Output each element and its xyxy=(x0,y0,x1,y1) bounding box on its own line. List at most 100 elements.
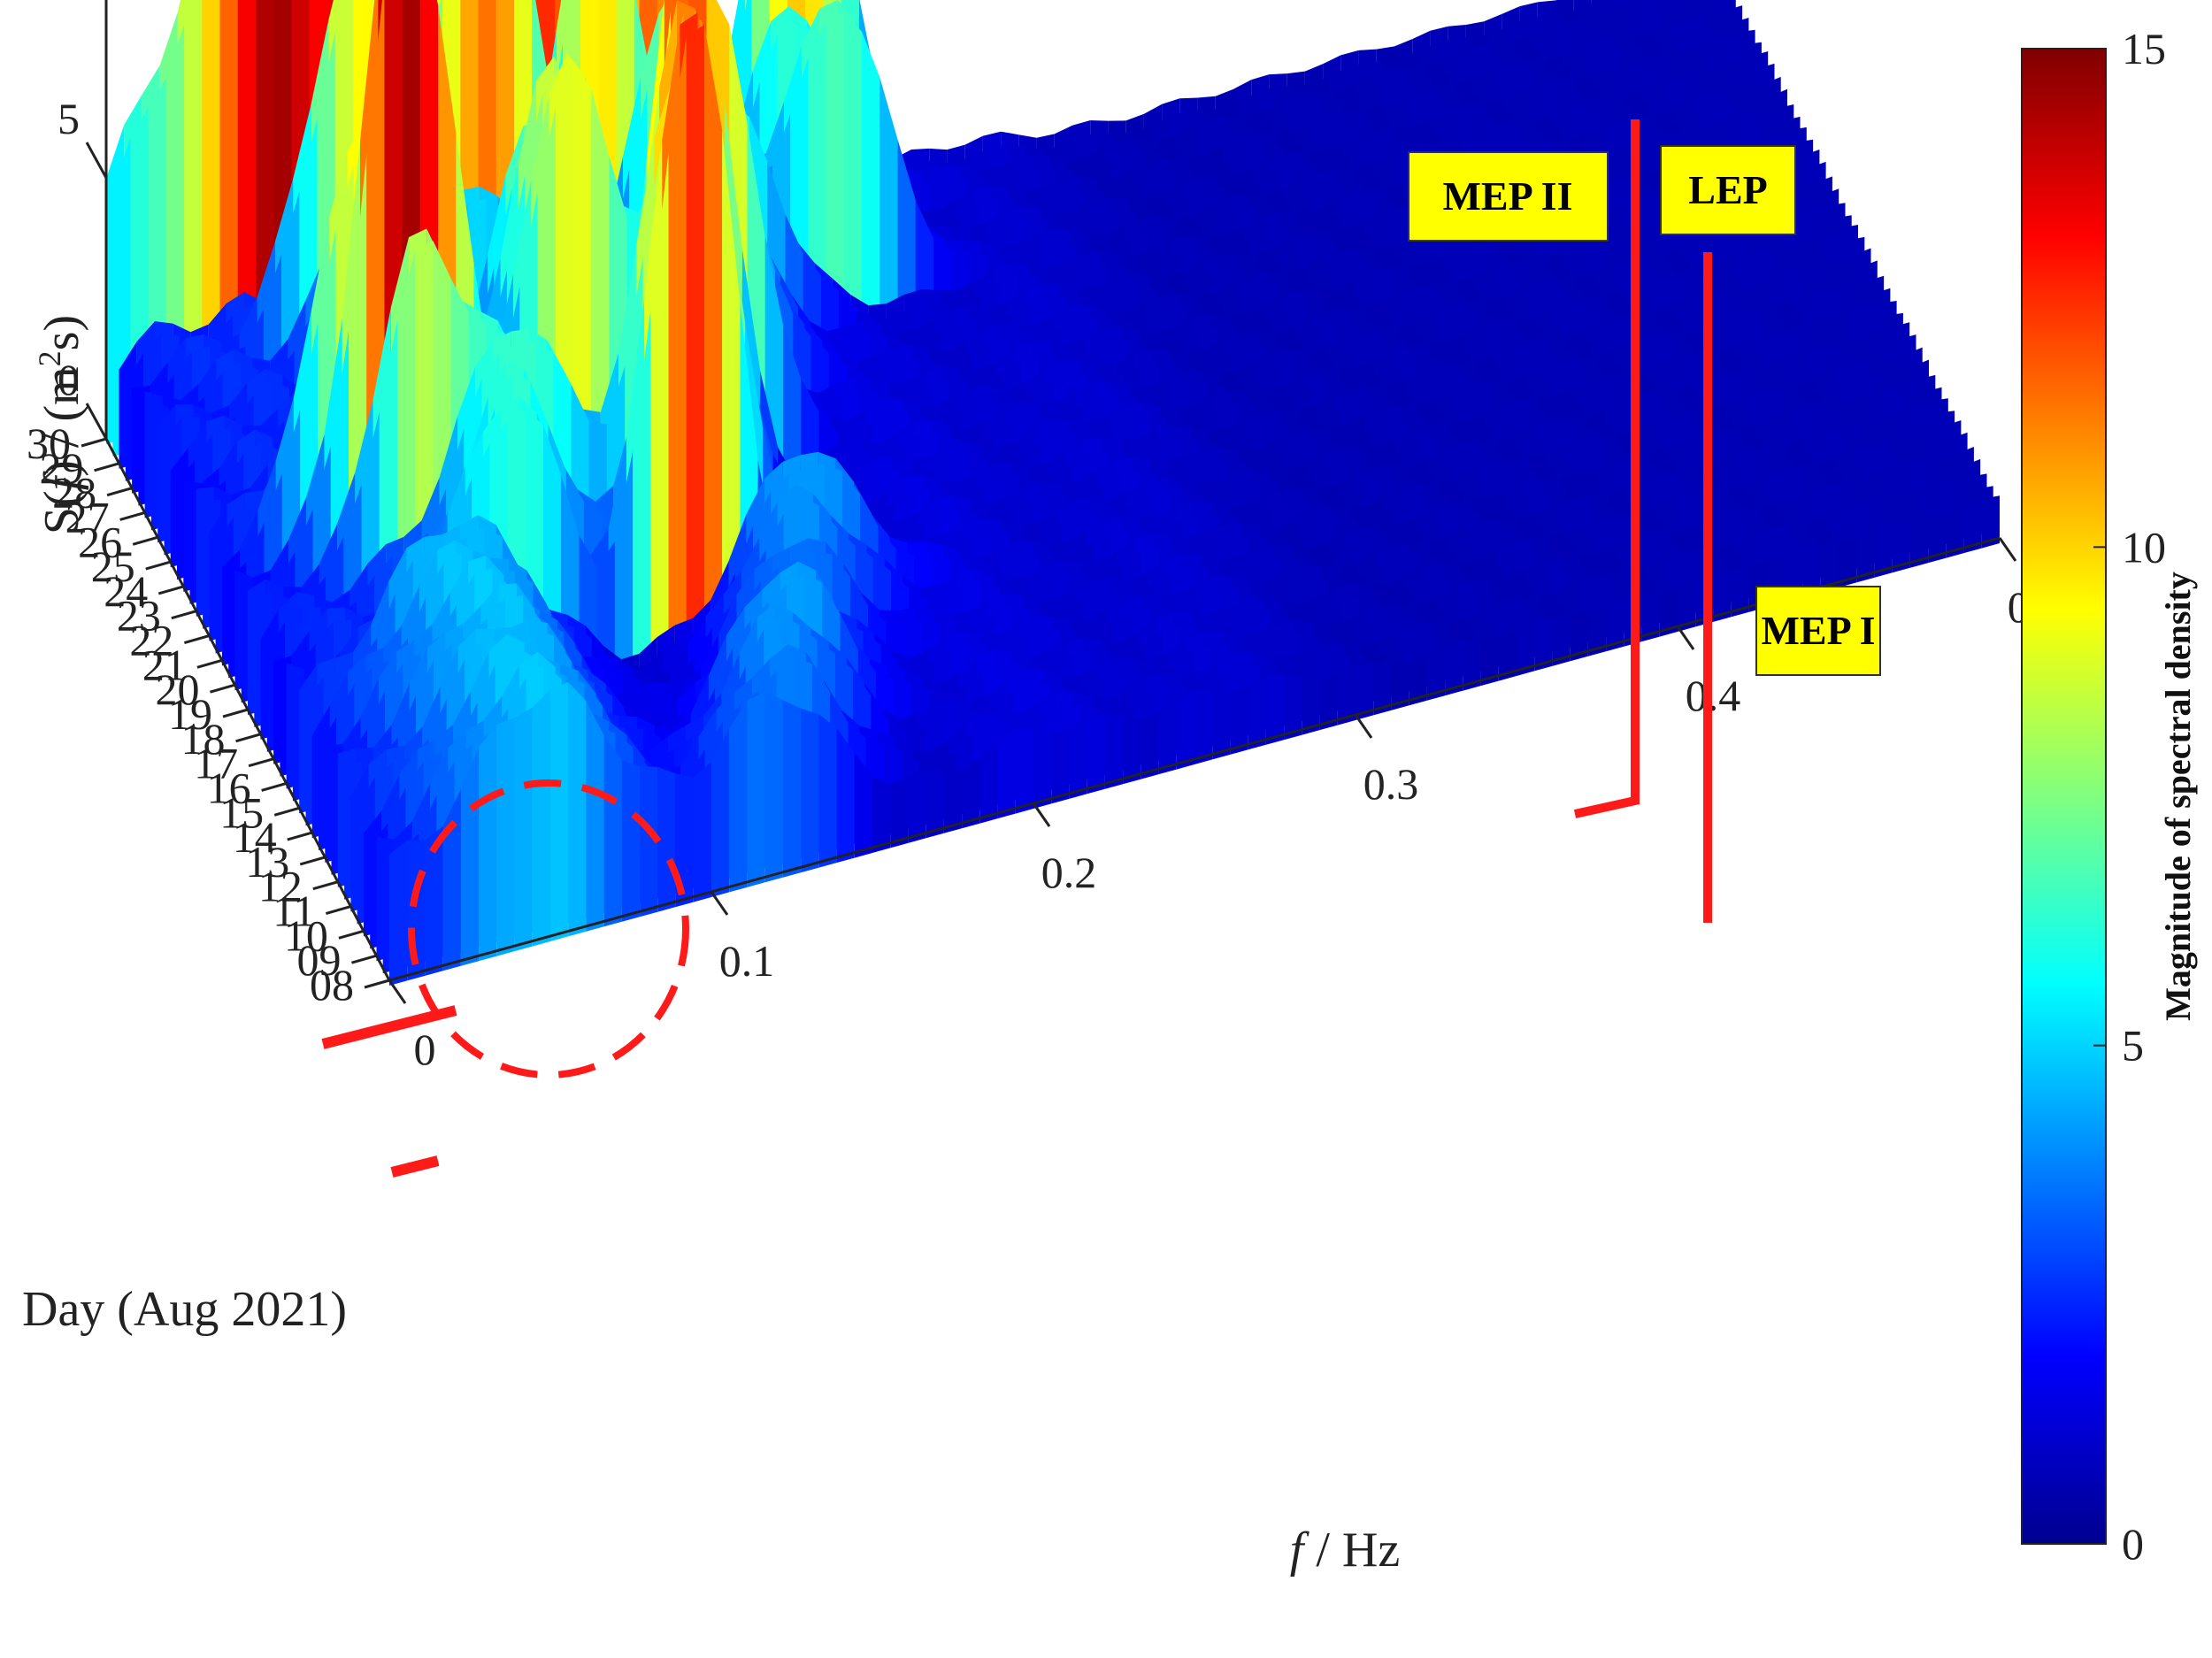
y-tick-mark xyxy=(351,954,377,964)
surface-patch-day8-f36 xyxy=(1033,729,1052,809)
surface-patch-day8-f16 xyxy=(675,773,694,908)
surface-patch-day15-5-f19 xyxy=(633,310,651,708)
surface-patch-day29-5-f4 xyxy=(184,0,203,437)
surface-patch-day8-f50 xyxy=(1284,673,1302,741)
y-tick-mark xyxy=(338,929,365,940)
surface-patch-day8-f63 xyxy=(1517,620,1535,676)
z-tick-label: 0 xyxy=(58,355,80,404)
y-tick-label: 20 xyxy=(155,664,199,714)
surface-patch-day8-f51 xyxy=(1302,677,1320,735)
surface-patch-day15-5-f21 xyxy=(668,36,687,698)
y-tick-label: 16 xyxy=(207,763,251,812)
tick-labels: 00.10.20.30.40.5080910111213141516171819… xyxy=(22,94,2062,1577)
surface-patch-day8-f18 xyxy=(711,728,730,897)
y-tick-label: 14 xyxy=(233,812,277,862)
surface-patch-day8-f29 xyxy=(908,769,926,843)
surface-patch-day8-f41 xyxy=(1123,717,1141,785)
day21-marker xyxy=(321,1005,457,1049)
surface-patch-day8-f33 xyxy=(979,740,998,824)
y-tick-label: 23 xyxy=(117,591,161,641)
z-axis-label-part: 2 xyxy=(32,350,67,366)
x-tick-mark xyxy=(388,979,407,1004)
surface-patch-day25-5-f39 xyxy=(862,31,880,364)
z-axis-label-part: S( xyxy=(35,490,89,534)
annotation-box xyxy=(1755,586,1881,676)
y-tick-label: 27 xyxy=(65,492,110,541)
surface-patch-day8-f19 xyxy=(729,700,748,893)
dashed-highlight-circle xyxy=(408,779,689,1078)
x-axis-line xyxy=(388,536,2001,982)
surface-patch-day8-f17 xyxy=(693,762,711,902)
surface-patch-day8-f59 xyxy=(1445,640,1463,696)
surface-patch-day8-f68 xyxy=(1606,595,1624,652)
annotation-box xyxy=(1660,145,1796,235)
annotation-label: MEP I xyxy=(1761,608,1875,653)
colorbar-gradient xyxy=(2021,48,2107,1545)
surface-patch-day8-f12 xyxy=(603,735,622,927)
y-tick-mark xyxy=(210,683,235,694)
z-axis-label-part: s) xyxy=(35,315,89,350)
surface-patch-day8-f40 xyxy=(1104,713,1124,789)
y-tick-label: 09 xyxy=(296,935,341,985)
surface-patch-day15-5-f22 xyxy=(686,24,704,694)
colorbar: 0 5 10 15 Magnitude of spectral density xyxy=(2021,24,2198,1569)
surface-patch-day8-f43 xyxy=(1158,699,1177,775)
annotations: MEP II LEP MEP I xyxy=(321,119,1881,1178)
surface-patch-day8-f60 xyxy=(1463,640,1481,691)
surface-patch-day8-f24 xyxy=(818,714,837,868)
y-tick-label: 12 xyxy=(258,862,303,911)
surface-patch-day8-f64 xyxy=(1534,616,1553,672)
surface-patch-day8-f35 xyxy=(1015,728,1033,814)
surface-patch-day8-f74 xyxy=(1713,568,1732,622)
y-tick-label: 17 xyxy=(194,739,238,788)
surface-patch-day8-f39 xyxy=(1087,713,1105,794)
x-tick-mark xyxy=(1032,802,1051,827)
surface-patch-day8-f86 xyxy=(1928,512,1947,564)
surface-patch-day8-f66 xyxy=(1570,612,1588,662)
x-tick-mark xyxy=(1354,714,1373,739)
surface-patch-day8-f52 xyxy=(1319,674,1338,731)
surface-patch-day8-f28 xyxy=(890,776,909,848)
z-axis-label-part: ) / (m xyxy=(35,366,89,476)
surface-ribbons xyxy=(106,0,2000,986)
z-tick-mark xyxy=(85,142,108,179)
surface-patch-day8-f34 xyxy=(997,728,1016,819)
surface-patch-day15-5-f20 xyxy=(650,151,669,703)
surface-patch-day8-f46 xyxy=(1212,691,1231,760)
x-tick-label: 0.2 xyxy=(1041,848,1097,897)
surface-patch-day8-f89 xyxy=(1981,495,2000,549)
surface-patch-day8-f31 xyxy=(943,769,963,833)
x-axis-label: f / Hz xyxy=(1290,1523,1400,1577)
surface-patch-day8-f84 xyxy=(1892,519,1910,573)
surface-patch-day8-f6 xyxy=(496,718,515,956)
surface-patch-day15-5-f18 xyxy=(614,450,634,713)
y-tick-mark xyxy=(312,880,339,891)
surface-patch-day8-f32 xyxy=(962,758,980,829)
y-tick-mark xyxy=(145,560,172,571)
y-tick-mark xyxy=(235,733,261,743)
y-tick-mark xyxy=(364,979,390,989)
y-tick-mark xyxy=(132,535,158,546)
surface-patch-day8-f37 xyxy=(1051,726,1070,804)
x-tick-mark xyxy=(710,891,729,916)
x-tick-mark xyxy=(1676,626,1695,650)
surface-patch-day8-f48 xyxy=(1248,676,1266,750)
surface-patch-day8-f62 xyxy=(1498,629,1517,681)
annotation-box xyxy=(1408,151,1609,242)
mep2-boundary-line xyxy=(1573,119,1640,818)
surface-patch-day8-f49 xyxy=(1265,673,1285,745)
annotation-label: LEP xyxy=(1688,167,1767,212)
surface-patch-day8-f79 xyxy=(1802,544,1821,598)
surface-patch-day8-f47 xyxy=(1230,685,1248,755)
y-tick-label: 30 xyxy=(27,418,71,468)
y-tick-mark xyxy=(325,905,351,915)
y-tick-mark xyxy=(196,658,223,669)
colorbar-tick-label: 10 xyxy=(2122,522,2166,572)
y-tick-mark xyxy=(222,708,249,718)
surface-patch-day8-f71 xyxy=(1659,587,1678,637)
y-tick-mark xyxy=(106,487,133,497)
surface-patch-day8-f87 xyxy=(1946,505,1964,558)
y-tick-label: 11 xyxy=(273,887,315,936)
y-axis-label: Day (Aug 2021) xyxy=(22,1282,347,1337)
y-tick-label: 15 xyxy=(219,787,264,837)
